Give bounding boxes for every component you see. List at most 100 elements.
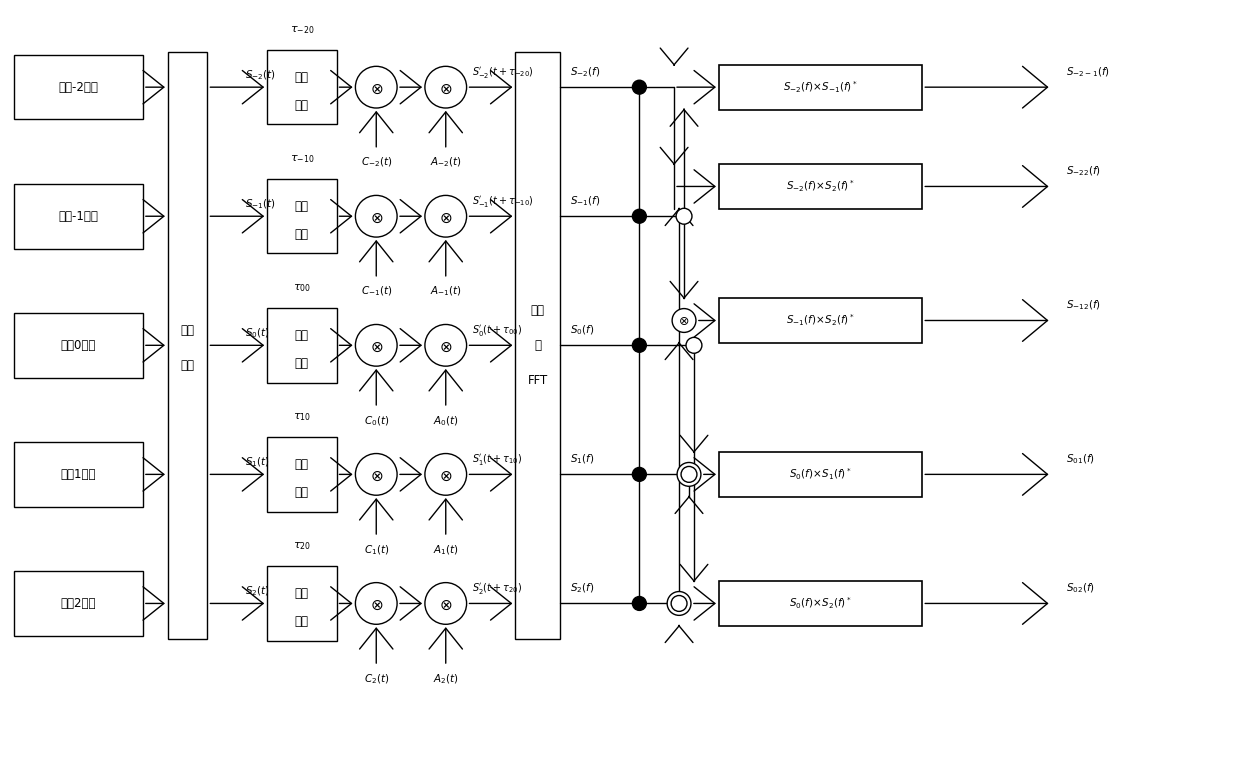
Circle shape [425,66,467,108]
Text: $\tau_{10}$: $\tau_{10}$ [292,411,311,423]
Text: $S_{-2}(f)$: $S_{-2}(f)$ [570,65,600,79]
Text: $S_0(f)\!\times\! S_1(f)^*$: $S_0(f)\!\times\! S_1(f)^*$ [789,467,852,482]
Text: 校正: 校正 [295,99,309,112]
Text: 压缩: 压缩 [181,359,195,371]
Text: $\tau_{20}$: $\tau_{20}$ [292,541,311,552]
Text: $\tau_{-10}$: $\tau_{-10}$ [290,153,313,165]
Circle shape [667,591,691,615]
Text: $S_{-1}'(t+\tau_{-10})$: $S_{-1}'(t+\tau_{-10})$ [472,193,533,209]
Text: 通道1回波: 通道1回波 [61,468,97,481]
Text: $\otimes$: $\otimes$ [439,82,452,96]
Bar [14,313,142,378]
Text: 向: 向 [534,339,541,352]
Text: 时间: 时间 [295,587,309,600]
Circle shape [356,66,398,108]
Bar [515,52,560,639]
Text: $S_{-1}(f)$: $S_{-1}(f)$ [570,194,600,208]
Text: 校正: 校正 [295,486,309,499]
Text: $S_1'(t+\tau_{10})$: $S_1'(t+\tau_{10})$ [472,452,522,467]
Text: $C_2(t)$: $C_2(t)$ [363,672,389,686]
Circle shape [425,454,467,495]
Circle shape [356,454,398,495]
Circle shape [681,466,698,483]
Text: $S_0(f)$: $S_0(f)$ [570,323,595,337]
Circle shape [425,195,467,237]
Text: 校正: 校正 [295,228,309,241]
Text: 校正: 校正 [295,615,309,628]
Circle shape [356,583,398,624]
Bar [719,164,922,209]
Text: FFT: FFT [528,374,548,387]
Text: $\otimes$: $\otimes$ [369,340,383,355]
Circle shape [672,595,686,611]
Bar [14,184,142,249]
Text: $C_{-1}(t)$: $C_{-1}(t)$ [361,285,392,298]
Bar [719,581,922,625]
Text: $S_{-2-1}(f)$: $S_{-2-1}(f)$ [1067,65,1110,79]
Text: $\otimes$: $\otimes$ [369,211,383,226]
Text: $S_{-1}(t)$: $S_{-1}(t)$ [245,197,276,211]
Text: $\otimes$: $\otimes$ [679,315,690,329]
Text: $S_{-2}(f)\!\times\! S_{-1}(f)^*$: $S_{-2}(f)\!\times\! S_{-1}(f)^*$ [783,79,859,95]
Circle shape [425,583,467,624]
Text: $\otimes$: $\otimes$ [439,469,452,484]
Circle shape [425,325,467,366]
Text: $S_0(f)\!\times\! S_2(f)^*$: $S_0(f)\!\times\! S_2(f)^*$ [789,596,852,611]
Text: $S_1(f)$: $S_1(f)$ [570,453,595,466]
Text: $\otimes$: $\otimes$ [684,469,695,483]
Text: 通道-2回波: 通道-2回波 [58,81,98,94]
Text: 通道2回波: 通道2回波 [61,597,97,610]
Text: $A_2(t)$: $A_2(t)$ [432,672,458,686]
Bar [14,571,142,636]
Text: $A_1(t)$: $A_1(t)$ [432,543,458,556]
Text: $S_1(t)$: $S_1(t)$ [245,455,270,469]
Text: $A_{-2}(t)$: $A_{-2}(t)$ [430,156,462,169]
Text: 校正: 校正 [295,357,309,370]
Text: 时间: 时间 [295,200,309,213]
Text: $S_{01}(f)$: $S_{01}(f)$ [1067,453,1095,466]
Circle shape [632,468,647,481]
Text: $S_{-22}(f)$: $S_{-22}(f)$ [1067,165,1101,179]
Text: $C_0(t)$: $C_0(t)$ [363,414,389,427]
Text: 距离: 距离 [181,324,195,337]
Text: $S_{-2}'(t+\tau_{-20})$: $S_{-2}'(t+\tau_{-20})$ [472,64,533,80]
Text: 时间: 时间 [295,71,309,84]
Circle shape [672,308,696,333]
Bar [268,179,337,253]
Bar [719,298,922,343]
Text: 时间: 时间 [295,458,309,471]
Text: $S_0(t)$: $S_0(t)$ [245,326,270,340]
Circle shape [632,597,647,611]
Text: $\otimes$: $\otimes$ [369,469,383,484]
Text: $S_0'(t+\tau_{00})$: $S_0'(t+\tau_{00})$ [472,323,522,338]
Circle shape [632,338,647,352]
Text: $A_0(t)$: $A_0(t)$ [432,414,458,427]
Text: $S_{-1}(f)\!\times\! S_2(f)^*$: $S_{-1}(f)\!\times\! S_2(f)^*$ [786,313,855,328]
Text: $S_{-12}(f)$: $S_{-12}(f)$ [1067,299,1101,312]
Text: 通道0回波: 通道0回波 [61,339,97,352]
Text: $\tau_{00}$: $\tau_{00}$ [292,282,311,294]
Text: 方位: 方位 [530,304,545,317]
Text: $\otimes$: $\otimes$ [439,340,452,355]
Circle shape [676,208,691,225]
Text: $S_{-2}(t)$: $S_{-2}(t)$ [245,68,276,82]
Circle shape [632,80,647,94]
Text: 时间: 时间 [295,329,309,342]
Circle shape [686,337,703,354]
Bar [719,64,922,110]
Text: $\tau_{-20}$: $\tau_{-20}$ [290,24,313,36]
Bar [268,308,337,382]
Bar [719,452,922,497]
Circle shape [676,462,701,486]
Text: $\otimes$: $\otimes$ [674,598,685,611]
Text: $S_2(t)$: $S_2(t)$ [245,585,270,598]
Bar [268,437,337,511]
Text: $S_2(f)$: $S_2(f)$ [570,582,595,595]
Circle shape [356,325,398,366]
Text: $C_{-2}(t)$: $C_{-2}(t)$ [361,156,392,169]
Text: $S_{-2}(f)\!\times\! S_2(f)^*$: $S_{-2}(f)\!\times\! S_2(f)^*$ [786,179,855,194]
Bar [167,52,207,639]
Text: $S_2'(t+\tau_{20})$: $S_2'(t+\tau_{20})$ [472,581,522,596]
Text: $A_{-1}(t)$: $A_{-1}(t)$ [430,285,462,298]
Bar [268,566,337,641]
